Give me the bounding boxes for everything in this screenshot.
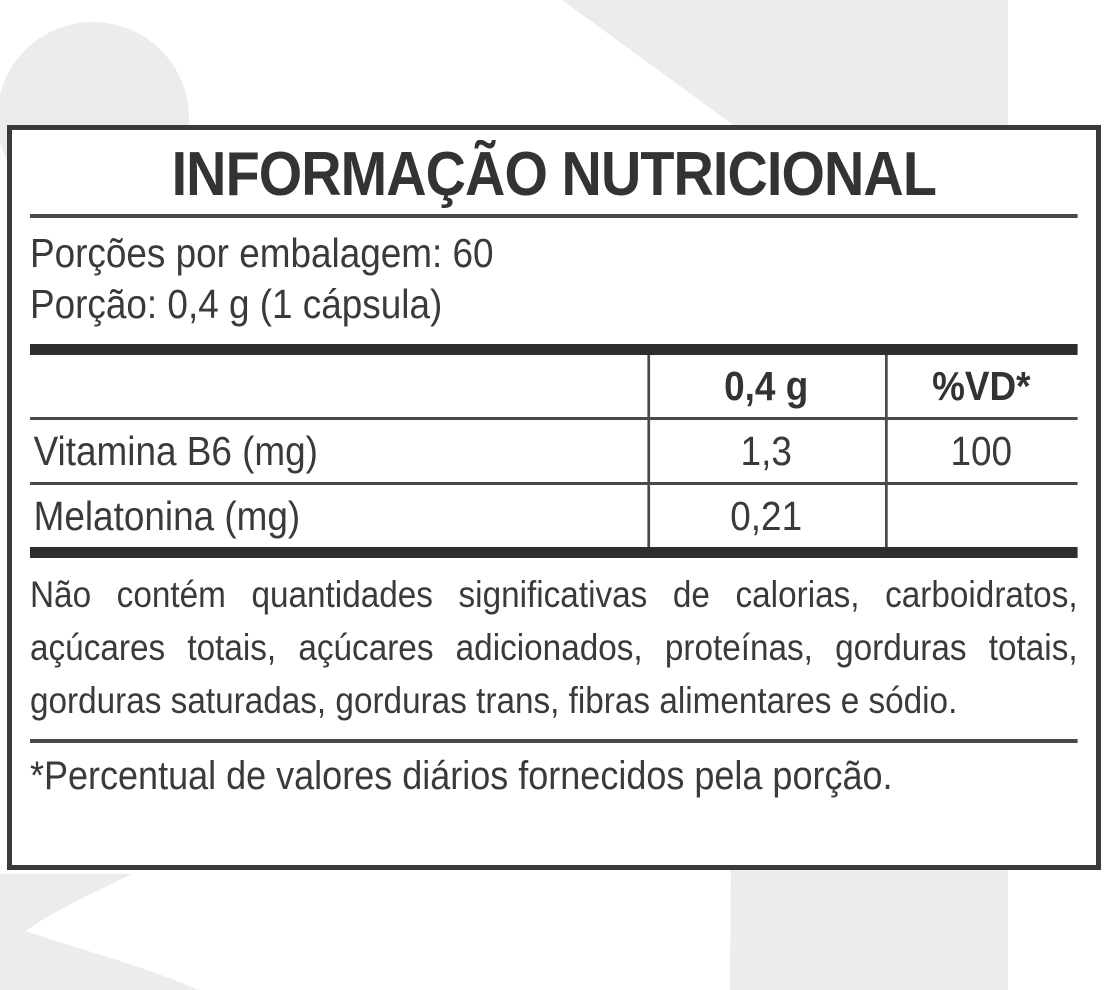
nutrient-amount: 1,3: [740, 427, 792, 474]
nutrient-vd: 100: [950, 427, 1013, 474]
nutrient-name: Melatonina (mg): [33, 492, 301, 539]
table-row: Vitamina B6 (mg) 1,3 100: [30, 420, 1078, 482]
watermark-shape-bottom-left: [0, 874, 198, 990]
table-row: Melatonina (mg) 0,21: [30, 485, 1078, 547]
label-title: INFORMAÇÃO NUTRICIONAL: [171, 140, 937, 209]
nutrient-amount: 0,21: [730, 492, 803, 539]
servings-per-package: Porções por embalagem: 60: [30, 230, 494, 276]
nutrient-name: Vitamina B6 (mg): [33, 427, 318, 474]
header-vd: %VD*: [932, 362, 1031, 409]
daily-values-footnote: *Percentual de valores diários fornecido…: [30, 754, 893, 798]
row-divider: [30, 482, 1078, 485]
serving-info: Porções por embalagem: 60 Porção: 0,4 g …: [30, 218, 1078, 330]
title-divider: [30, 214, 1078, 218]
column-divider-1: [647, 355, 651, 547]
thick-bar-top: [30, 344, 1078, 355]
nutrition-table: 0,4 g %VD* Vitamina B6 (mg) 1,3 100 Mela…: [30, 355, 1078, 547]
nutrition-label: INFORMAÇÃO NUTRICIONAL Porções por embal…: [7, 125, 1101, 870]
thick-bar-bottom: [30, 547, 1078, 558]
label-content: INFORMAÇÃO NUTRICIONAL Porções por embal…: [30, 142, 1078, 799]
column-divider-2: [885, 355, 888, 547]
header-amount: 0,4 g: [724, 362, 809, 409]
table-header-row: 0,4 g %VD*: [30, 355, 1078, 417]
portion-size: Porção: 0,4 g (1 cápsula): [30, 281, 443, 327]
insignificant-amounts-note: Não contém quantidades significativas de…: [30, 574, 1078, 721]
row-divider: [30, 417, 1078, 420]
footnote-divider: [30, 739, 1078, 743]
